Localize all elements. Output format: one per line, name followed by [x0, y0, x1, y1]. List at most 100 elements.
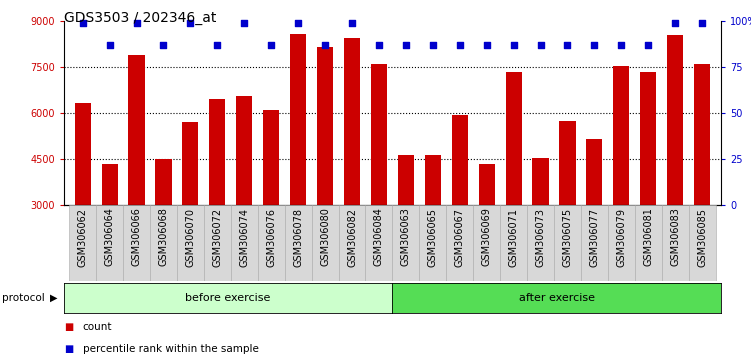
- Point: [588, 42, 600, 48]
- Bar: [366, 205, 392, 281]
- Point: [265, 42, 277, 48]
- Bar: [473, 205, 500, 281]
- Bar: [69, 205, 96, 281]
- Bar: [446, 205, 473, 281]
- Point: [400, 42, 412, 48]
- Bar: [640, 72, 656, 205]
- Text: GSM306062: GSM306062: [77, 207, 88, 267]
- Text: GSM306084: GSM306084: [374, 207, 384, 267]
- Bar: [425, 155, 441, 205]
- Point: [346, 20, 358, 26]
- Text: protocol: protocol: [2, 293, 44, 303]
- Bar: [635, 205, 662, 281]
- Text: GSM306064: GSM306064: [104, 207, 115, 267]
- Point: [131, 20, 143, 26]
- Text: GSM306066: GSM306066: [131, 207, 141, 267]
- Bar: [694, 64, 710, 205]
- Point: [211, 42, 223, 48]
- Point: [669, 20, 681, 26]
- Point: [373, 42, 385, 48]
- Bar: [505, 72, 522, 205]
- Point: [615, 42, 627, 48]
- Text: GSM306076: GSM306076: [266, 207, 276, 267]
- Point: [185, 20, 197, 26]
- Bar: [258, 205, 285, 281]
- Text: GSM306075: GSM306075: [562, 207, 572, 267]
- Text: GSM306082: GSM306082: [347, 207, 357, 267]
- Bar: [419, 205, 446, 281]
- Text: GDS3503 / 202346_at: GDS3503 / 202346_at: [64, 11, 216, 25]
- Point: [562, 42, 574, 48]
- Text: percentile rank within the sample: percentile rank within the sample: [83, 344, 258, 354]
- Text: after exercise: after exercise: [519, 293, 595, 303]
- Text: GSM306071: GSM306071: [508, 207, 519, 267]
- Text: GSM306072: GSM306072: [213, 207, 222, 267]
- Text: ■: ■: [64, 344, 73, 354]
- Text: GSM306077: GSM306077: [590, 207, 599, 267]
- Text: GSM306081: GSM306081: [644, 207, 653, 267]
- Text: GSM306073: GSM306073: [535, 207, 545, 267]
- Bar: [527, 205, 554, 281]
- Bar: [608, 205, 635, 281]
- Bar: [182, 122, 198, 205]
- Bar: [263, 110, 279, 205]
- Bar: [581, 205, 608, 281]
- Bar: [231, 205, 258, 281]
- Text: GSM306079: GSM306079: [617, 207, 626, 267]
- Bar: [392, 205, 419, 281]
- Bar: [317, 47, 333, 205]
- Point: [535, 42, 547, 48]
- Point: [292, 20, 304, 26]
- Text: ▶: ▶: [50, 293, 58, 303]
- Bar: [689, 205, 716, 281]
- Point: [319, 42, 331, 48]
- Bar: [128, 55, 145, 205]
- Bar: [500, 205, 527, 281]
- Bar: [101, 164, 118, 205]
- Bar: [614, 66, 629, 205]
- Text: ■: ■: [64, 322, 73, 332]
- Bar: [344, 38, 360, 205]
- Point: [158, 42, 170, 48]
- Point: [481, 42, 493, 48]
- Bar: [398, 155, 414, 205]
- Text: GSM306070: GSM306070: [185, 207, 195, 267]
- Bar: [532, 158, 548, 205]
- Point: [642, 42, 654, 48]
- Point: [238, 20, 250, 26]
- Bar: [96, 205, 123, 281]
- Bar: [123, 205, 150, 281]
- Text: GSM306080: GSM306080: [320, 207, 330, 267]
- Point: [427, 42, 439, 48]
- Text: GSM306065: GSM306065: [428, 207, 438, 267]
- Text: GSM306083: GSM306083: [670, 207, 680, 267]
- Point: [104, 42, 116, 48]
- Bar: [554, 205, 581, 281]
- Text: GSM306068: GSM306068: [158, 207, 168, 267]
- Text: GSM306085: GSM306085: [697, 207, 707, 267]
- Bar: [204, 205, 231, 281]
- Bar: [667, 35, 683, 205]
- Bar: [339, 205, 366, 281]
- Point: [508, 42, 520, 48]
- Text: GSM306074: GSM306074: [240, 207, 249, 267]
- Text: before exercise: before exercise: [185, 293, 271, 303]
- Bar: [150, 205, 177, 281]
- Bar: [290, 34, 306, 205]
- Text: GSM306067: GSM306067: [454, 207, 465, 267]
- Bar: [210, 99, 225, 205]
- Bar: [285, 205, 312, 281]
- Bar: [478, 164, 495, 205]
- Bar: [312, 205, 339, 281]
- Bar: [587, 139, 602, 205]
- Bar: [559, 121, 575, 205]
- Text: GSM306063: GSM306063: [401, 207, 411, 267]
- Text: GSM306069: GSM306069: [481, 207, 492, 267]
- Text: count: count: [83, 322, 112, 332]
- Bar: [74, 103, 91, 205]
- Bar: [177, 205, 204, 281]
- Bar: [155, 159, 171, 205]
- Point: [696, 20, 708, 26]
- Point: [454, 42, 466, 48]
- Point: [77, 20, 89, 26]
